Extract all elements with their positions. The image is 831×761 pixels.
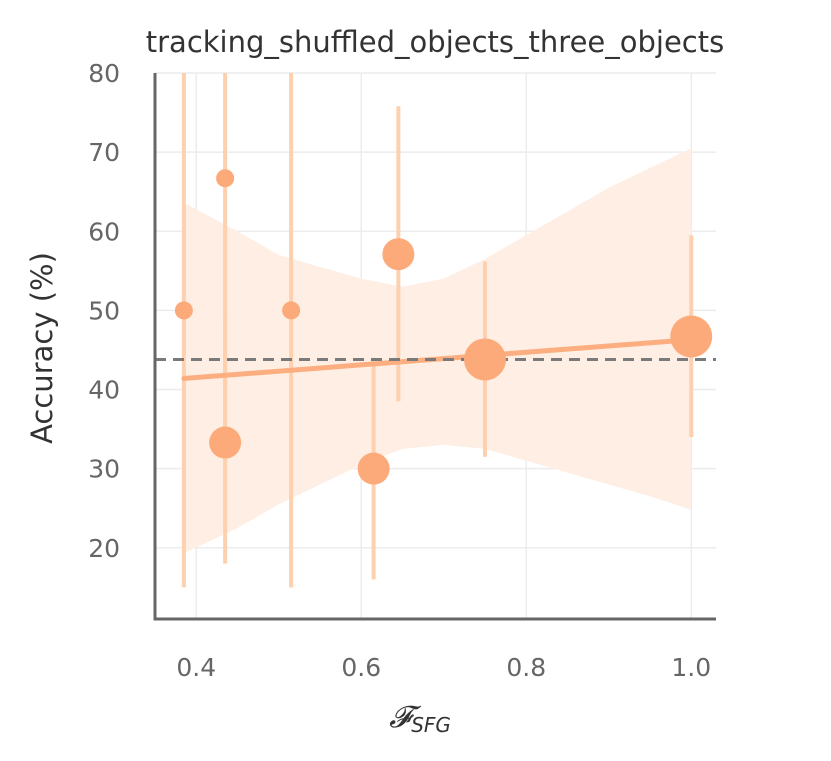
data-point-2 bbox=[209, 426, 242, 459]
data-point-0 bbox=[174, 301, 193, 320]
chart-title: tracking_shuffled_objects_three_objects bbox=[146, 25, 724, 59]
y-tick-label-4: 60 bbox=[88, 217, 120, 246]
data-point-5 bbox=[382, 238, 415, 271]
confidence-band-layer bbox=[183, 148, 692, 554]
regression-line bbox=[181, 337, 694, 381]
y-tick-label-0: 20 bbox=[88, 534, 120, 563]
x-tick-label-3: 1.0 bbox=[671, 653, 711, 682]
data-point-6 bbox=[464, 338, 506, 381]
axes bbox=[153, 73, 716, 621]
y-axis-label: Accuracy (%) bbox=[25, 252, 59, 444]
data-point-1 bbox=[216, 169, 235, 188]
x-axis-label-subscript: SFG bbox=[411, 713, 451, 737]
y-tick-label-3: 50 bbox=[88, 296, 120, 325]
y-tick-label-1: 30 bbox=[88, 455, 120, 484]
y-tick-label-6: 80 bbox=[88, 59, 120, 88]
data-point-7 bbox=[670, 315, 713, 358]
y-tick-label-2: 40 bbox=[88, 376, 120, 405]
tick-labels: 0.4 0.6 0.8 1.0 20 30 40 50 60 70 80 bbox=[88, 59, 711, 682]
data-point-4 bbox=[357, 452, 390, 485]
point-layer bbox=[174, 169, 713, 485]
x-tick-label-1: 0.6 bbox=[341, 653, 381, 682]
y-tick-label-5: 70 bbox=[88, 138, 120, 167]
x-tick-label-2: 0.8 bbox=[506, 653, 546, 682]
regression-layer bbox=[181, 337, 694, 381]
confidence-band bbox=[183, 148, 692, 554]
x-axis-label: 𝓕SFG bbox=[389, 700, 451, 737]
x-tick-label-0: 0.4 bbox=[176, 653, 216, 682]
data-point-3 bbox=[282, 301, 301, 320]
